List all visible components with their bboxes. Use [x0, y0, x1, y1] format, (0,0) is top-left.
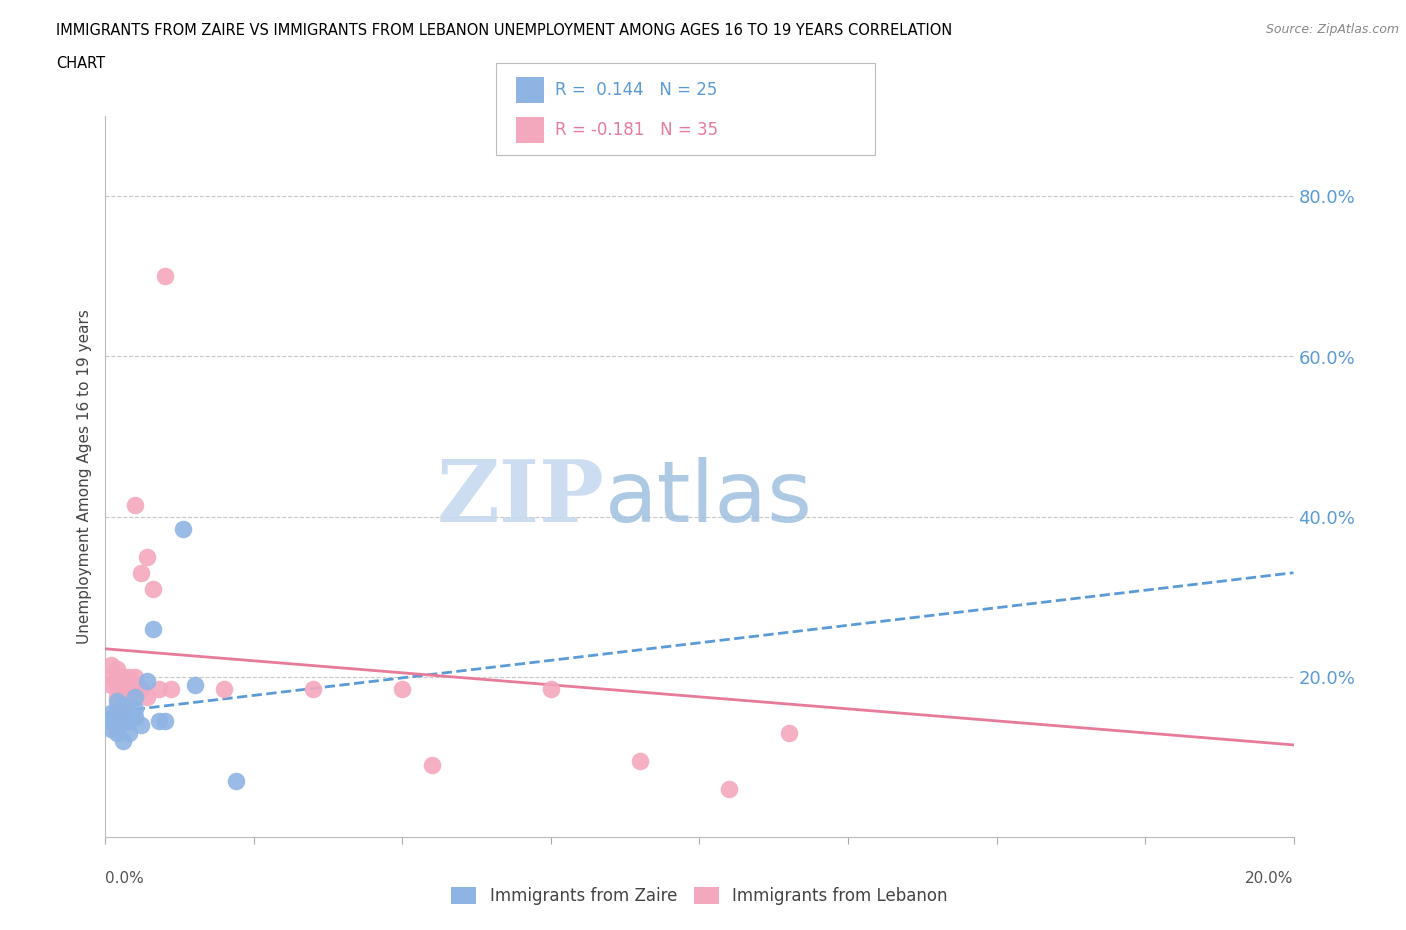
Point	[112, 706, 135, 721]
Text: atlas: atlas	[605, 457, 813, 539]
Point	[124, 670, 146, 684]
Point	[129, 717, 152, 732]
Y-axis label: Unemployment Among Ages 16 to 19 years: Unemployment Among Ages 16 to 19 years	[76, 309, 91, 644]
Point	[105, 689, 128, 704]
Text: 20.0%: 20.0%	[1246, 871, 1294, 886]
Point	[136, 673, 159, 688]
Point	[112, 698, 135, 712]
Point	[420, 757, 443, 772]
Point	[148, 713, 170, 728]
Point	[540, 682, 562, 697]
Point	[105, 717, 128, 732]
Point	[118, 689, 141, 704]
Point	[100, 713, 122, 728]
Text: 0.0%: 0.0%	[105, 871, 145, 886]
Point	[105, 670, 128, 684]
Point	[148, 682, 170, 697]
Point	[778, 725, 800, 740]
Point	[112, 698, 135, 712]
Point	[142, 621, 165, 636]
Point	[225, 774, 247, 789]
Point	[118, 670, 141, 684]
Point	[118, 706, 141, 721]
Point	[100, 658, 122, 672]
Point	[124, 710, 146, 724]
Point	[628, 753, 651, 768]
Point	[391, 682, 413, 697]
Legend: Immigrants from Zaire, Immigrants from Lebanon: Immigrants from Zaire, Immigrants from L…	[444, 880, 955, 911]
Point	[129, 565, 152, 580]
Point	[159, 682, 181, 697]
Point	[183, 677, 205, 692]
Point	[112, 713, 135, 728]
Point	[112, 689, 135, 704]
Point	[124, 682, 146, 697]
Point	[118, 713, 141, 728]
Point	[302, 682, 325, 697]
Text: R =  0.144   N = 25: R = 0.144 N = 25	[555, 81, 717, 100]
Point	[112, 670, 135, 684]
Point	[153, 713, 176, 728]
Text: R = -0.181   N = 35: R = -0.181 N = 35	[555, 121, 718, 139]
Point	[124, 701, 146, 716]
Text: Source: ZipAtlas.com: Source: ZipAtlas.com	[1265, 23, 1399, 36]
Point	[105, 725, 128, 740]
Point	[136, 550, 159, 565]
Point	[124, 498, 146, 512]
Point	[118, 725, 141, 740]
Point	[105, 698, 128, 712]
Text: ZIP: ZIP	[437, 457, 605, 540]
Point	[124, 689, 146, 704]
Point	[129, 682, 152, 697]
Point	[112, 706, 135, 721]
Text: IMMIGRANTS FROM ZAIRE VS IMMIGRANTS FROM LEBANON UNEMPLOYMENT AMONG AGES 16 TO 1: IMMIGRANTS FROM ZAIRE VS IMMIGRANTS FROM…	[56, 23, 952, 38]
Point	[105, 677, 128, 692]
Point	[153, 269, 176, 284]
Point	[214, 682, 236, 697]
Point	[105, 661, 128, 676]
Point	[100, 706, 122, 721]
Point	[172, 521, 194, 536]
Point	[100, 670, 122, 684]
Point	[100, 722, 122, 737]
Point	[718, 781, 741, 796]
Text: CHART: CHART	[56, 56, 105, 71]
Point	[112, 734, 135, 749]
Point	[136, 689, 159, 704]
Point	[100, 677, 122, 692]
Point	[112, 682, 135, 697]
Point	[118, 682, 141, 697]
Point	[142, 581, 165, 596]
Point	[105, 706, 128, 721]
Point	[105, 694, 128, 709]
